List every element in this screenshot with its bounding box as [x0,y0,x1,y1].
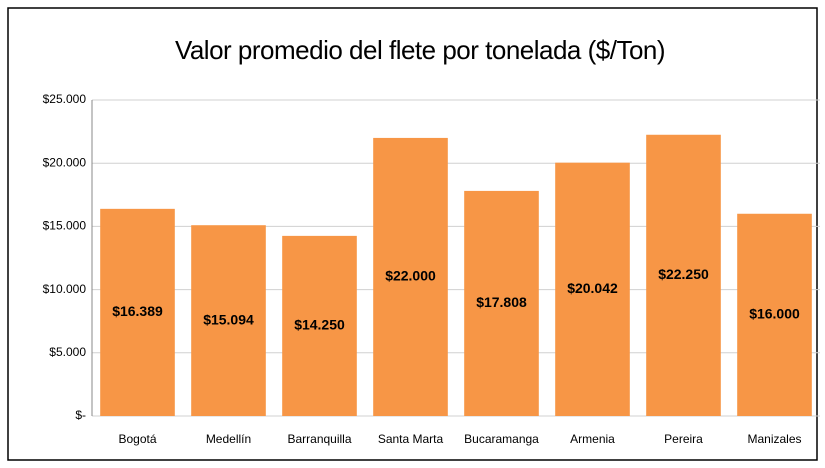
value-label: $20.042 [567,280,618,296]
x-tick-label: Medellín [206,432,251,446]
y-tick-label: $20.000 [43,155,87,169]
bar [555,162,630,416]
x-tick-label: Bogotá [118,432,156,446]
value-label: $17.808 [476,294,527,310]
value-label: $22.000 [385,268,436,284]
value-label: $15.094 [203,311,254,327]
value-label: $16.000 [749,306,800,322]
bar [191,225,266,416]
x-tick-label: Barranquilla [287,432,351,446]
bar [464,190,539,416]
y-tick-label: $15.000 [43,219,87,233]
x-tick-label: Santa Marta [378,432,444,446]
bar [100,208,175,416]
y-tick-label: $25.000 [43,92,87,106]
x-tick-label: Bucaramanga [464,432,539,446]
y-tick-label: $- [75,408,86,422]
y-tick-label: $10.000 [43,282,87,296]
bar [282,235,357,416]
y-tick-label: $5.000 [49,345,86,359]
x-tick-label: Manizales [747,432,801,446]
chart-title: Valor promedio del flete por tonelada ($… [175,35,665,65]
bar [646,134,721,416]
x-tick-label: Pereira [664,432,703,446]
value-label: $16.389 [112,303,163,319]
x-tick-label: Armenia [570,432,615,446]
bar [737,213,812,416]
value-label: $22.250 [658,266,709,282]
value-label: $14.250 [294,317,345,333]
bar [373,137,448,417]
